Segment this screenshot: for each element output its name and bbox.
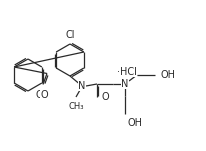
Text: CH₃: CH₃ <box>68 102 84 111</box>
Text: N: N <box>121 79 129 89</box>
Text: Cl: Cl <box>65 30 75 40</box>
Text: O: O <box>40 90 48 100</box>
Text: ·HCl: ·HCl <box>117 67 137 77</box>
Text: N: N <box>78 81 86 91</box>
Text: O: O <box>102 92 110 102</box>
Text: OH: OH <box>128 118 143 128</box>
Text: OH: OH <box>161 70 176 80</box>
Text: Cl: Cl <box>35 90 45 100</box>
